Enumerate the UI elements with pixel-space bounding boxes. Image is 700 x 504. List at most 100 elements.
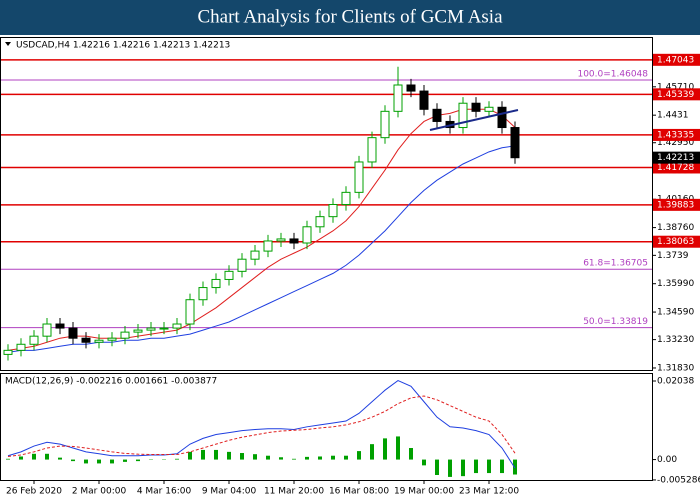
histogram-bar xyxy=(383,438,387,459)
histogram-bar xyxy=(136,460,140,462)
candle-body xyxy=(108,338,116,340)
histogram-bar xyxy=(19,456,23,459)
histogram-bar xyxy=(318,456,322,459)
symbol-header: USDCAD,H4 1.42216 1.42216 1.42213 1.4221… xyxy=(16,41,230,51)
histogram-bar xyxy=(435,460,439,475)
level-label: 1.38063 xyxy=(657,237,694,247)
candle-body xyxy=(407,85,415,91)
candle-body xyxy=(498,107,506,127)
candle-body xyxy=(4,350,12,354)
chart-title: Chart Analysis for Clients of GCM Asia xyxy=(197,6,503,27)
candle-body xyxy=(225,271,233,279)
candle-body xyxy=(316,217,324,227)
histogram-bar xyxy=(84,460,88,464)
candle-body xyxy=(17,344,25,350)
level-label: 1.41728 xyxy=(657,163,694,173)
candle-body xyxy=(121,332,129,338)
y-tick-label: 1.3739 xyxy=(657,251,689,261)
histogram-bar xyxy=(266,456,270,460)
candle-body xyxy=(186,300,194,324)
fib-label: 50.0=1.33819 xyxy=(583,317,648,327)
histogram-bar xyxy=(6,459,10,460)
candle-body xyxy=(69,328,77,338)
last-price-label: 1.42213 xyxy=(657,153,694,163)
candle-body xyxy=(342,192,350,204)
candle-body xyxy=(264,241,272,251)
histogram-bar xyxy=(58,458,62,460)
histogram-bar xyxy=(175,459,179,460)
candle-body xyxy=(290,239,298,243)
candle-body xyxy=(251,251,259,259)
histogram-bar xyxy=(487,460,491,473)
price-panel xyxy=(1,38,653,371)
candle-body xyxy=(303,227,311,243)
candle-body xyxy=(511,128,519,158)
histogram-bar xyxy=(240,453,244,460)
histogram-bar xyxy=(45,454,49,460)
y-tick-label: 1.38760 xyxy=(657,223,694,233)
macd-panel xyxy=(1,374,653,481)
candle-body xyxy=(433,109,441,121)
histogram-bar xyxy=(214,450,218,460)
candle-body xyxy=(472,103,480,111)
candle-body xyxy=(43,324,51,336)
y-tick-label: 1.4431 xyxy=(657,111,689,121)
histogram-bar xyxy=(461,460,465,477)
candle-body xyxy=(56,324,64,328)
candle-body xyxy=(173,324,181,328)
histogram-bar xyxy=(279,457,283,459)
x-tick-label: 23 Mar 12:00 xyxy=(459,487,519,497)
candle-body xyxy=(30,336,38,344)
candle-body xyxy=(160,328,168,329)
histogram-bar xyxy=(344,456,348,460)
histogram-bar xyxy=(513,460,517,475)
histogram-bar xyxy=(110,460,114,464)
histogram-bar xyxy=(448,460,452,477)
histogram-bar xyxy=(32,454,36,460)
y-tick-label: -0.005286 xyxy=(657,475,700,485)
candle-body xyxy=(485,107,493,111)
candle-body xyxy=(82,338,90,342)
candle-body xyxy=(394,85,402,111)
fib-label: 61.8=1.36705 xyxy=(583,259,648,269)
histogram-bar xyxy=(357,451,361,459)
level-label: 1.39883 xyxy=(657,200,694,210)
x-tick-label: 16 Mar 08:00 xyxy=(329,487,389,497)
y-tick-label: 0.02038 xyxy=(657,377,694,387)
histogram-bar xyxy=(474,460,478,473)
candle-body xyxy=(95,340,103,342)
x-tick-label: 9 Mar 04:00 xyxy=(202,487,257,497)
candle-body xyxy=(199,288,207,300)
candle-body xyxy=(355,162,363,192)
y-tick-label: 1.34590 xyxy=(657,308,694,318)
level-label: 1.47043 xyxy=(657,55,694,65)
candle-body xyxy=(212,279,220,287)
histogram-bar xyxy=(253,454,257,459)
x-tick-label: 26 Feb 2020 xyxy=(6,487,62,497)
candle-body xyxy=(147,328,155,330)
level-label: 1.45339 xyxy=(657,90,694,100)
histogram-bar xyxy=(97,460,101,464)
x-tick-label: 4 Mar 16:00 xyxy=(137,487,192,497)
candle-body xyxy=(134,330,142,332)
histogram-bar xyxy=(370,444,374,459)
candle-body xyxy=(277,239,285,241)
histogram-bar xyxy=(305,457,309,460)
histogram-bar xyxy=(292,459,296,460)
histogram-bar xyxy=(396,436,400,459)
y-tick-label: 1.33230 xyxy=(657,335,694,345)
histogram-bar xyxy=(201,450,205,460)
histogram-bar xyxy=(188,452,192,460)
x-tick-label: 11 Mar 20:00 xyxy=(264,487,324,497)
histogram-bar xyxy=(227,452,231,460)
histogram-bar xyxy=(123,460,127,462)
histogram-bar xyxy=(409,448,413,460)
histogram-bar xyxy=(71,460,75,462)
candle-body xyxy=(420,91,428,109)
x-tick-label: 19 Mar 00:00 xyxy=(394,487,454,497)
macd-header: MACD(12,26,9) -0.002216 0.001661 -0.0038… xyxy=(5,377,217,387)
level-label: 1.43335 xyxy=(657,130,694,140)
y-tick-label: 0.00 xyxy=(657,455,677,465)
